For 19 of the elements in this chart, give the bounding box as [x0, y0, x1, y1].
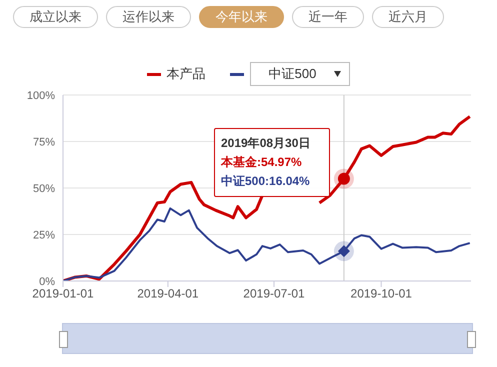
x-tick-label: 2019-10-01	[350, 286, 412, 301]
text: 近六月	[372, 6, 444, 28]
text: 成立以来	[13, 6, 98, 28]
text: 近一年	[292, 6, 364, 28]
y-tick-label: 0%	[39, 276, 56, 288]
y-tick-label: 75%	[32, 136, 56, 148]
annotation: 2019年08月30日	[221, 135, 312, 152]
y-tick-label: 100%	[26, 90, 56, 102]
x-tick-label: 2019-01-01	[32, 286, 94, 301]
y-tick-label: 25%	[32, 229, 56, 242]
text: 运作以来	[106, 6, 191, 28]
annotation: 本基金:54.97%	[221, 154, 303, 171]
y-tick-label: 50%	[32, 182, 56, 195]
x-tick-label: 2019-07-01	[243, 286, 306, 301]
legend-label: 本产品	[166, 65, 206, 83]
x-tick-label: 2019-04-01	[137, 286, 199, 301]
legend-label: 中证500	[268, 65, 316, 83]
text: 今年以来	[199, 6, 284, 28]
annotation: 中证500:16.04%	[221, 173, 311, 190]
